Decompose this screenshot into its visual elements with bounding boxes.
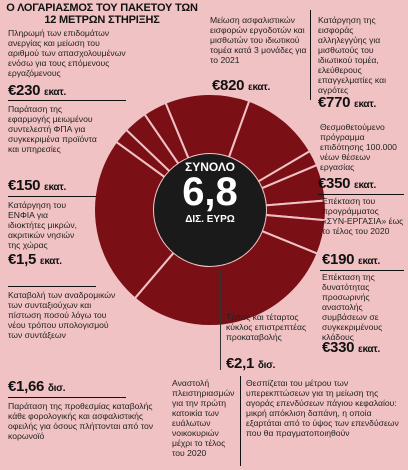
divider (310, 10, 311, 100)
item-enfia-text: Κατάργηση του ΕΝΦΙΑ για ιδιοκτήτες μικρώ… (8, 200, 78, 250)
leader-line (220, 270, 221, 370)
item-tax-deadline-text: Παράταση της προθεσμίας καταβολής κάθε φ… (8, 401, 154, 441)
item-solidarity-text: Κατάργηση της εισφοράς αλληλεγγύης για μ… (318, 15, 386, 95)
infographic-title: Ο ΛΟΓΑΡΙΑΣΜΟΣ ΤΟΥ ΠΑΚΕΤΟΥ ΤΩΝ 12 ΜΕΤΡΩΝ … (6, 2, 198, 26)
item-solidarity-amount: €770 εκατ. (318, 94, 376, 111)
item-vat-amount: €150 εκατ. (8, 177, 66, 194)
divider (8, 100, 126, 101)
item-unemployment-amount: €230 εκατ. (8, 82, 66, 99)
item-suspension-amount: €330 εκατ. (322, 339, 380, 356)
center-value: 6,8 (182, 170, 238, 214)
center-label: ΣΥΝΟΛΟ (185, 160, 235, 174)
divider (8, 286, 96, 287)
item-synergasia-text: Επέκταση του προγράμματος «ΣΥΝ-ΕΡΓΑΣΙΑ» … (322, 196, 404, 236)
item-contributions-text: Μείωση ασφαλιστικών εισφορών εργοδοτών κ… (210, 15, 307, 65)
item-vat-text: Παράταση της εφαρμογής μειωμένου συντελε… (8, 104, 97, 154)
item-jobs-amount: €350 εκατ. (318, 175, 376, 192)
divider (240, 376, 241, 466)
item-synergasia-amount: €190 εκατ. (322, 251, 380, 268)
item-unemployment-text: Πληρωμή των επιδομάτων ανεργίας και μείω… (8, 28, 126, 78)
item-suspension-text: Επέκταση της δυνατότητας προσωρινής ανασ… (322, 272, 383, 342)
donut-center (154, 154, 266, 266)
item-advance-amount: €2,1 δισ. (226, 355, 276, 372)
center-unit: ΔΙΣ. ΕΥΡΩ (185, 214, 235, 225)
item-pensions-amount: €1,66 δισ. (8, 378, 66, 395)
divider (320, 270, 404, 271)
item-auctions-text: Αναστολή πλειστηριασμών για την πρώτη κα… (172, 378, 235, 458)
donut-slices (93, 93, 327, 327)
item-contributions-amount: €820 εκατ. (212, 77, 270, 94)
divider (318, 194, 404, 195)
item-jobs-text: Θεσμοθετούμενο πρόγραμμα επιδότησης 100.… (320, 122, 397, 172)
item-pensions-text: Καταβολή των αναδρομικών των συνταξιούχω… (8, 290, 116, 340)
item-advance-text: Τρίτος και τέταρτος κύκλος επιστρεπτέας … (226, 312, 307, 342)
item-depreciation-text: Θεσπίζεται του μέτρου των υπερεκπτώσεων … (246, 378, 399, 438)
divider (8, 397, 126, 398)
item-enfia-amount: €1,5 εκατ. (8, 251, 62, 268)
divider (8, 196, 96, 197)
